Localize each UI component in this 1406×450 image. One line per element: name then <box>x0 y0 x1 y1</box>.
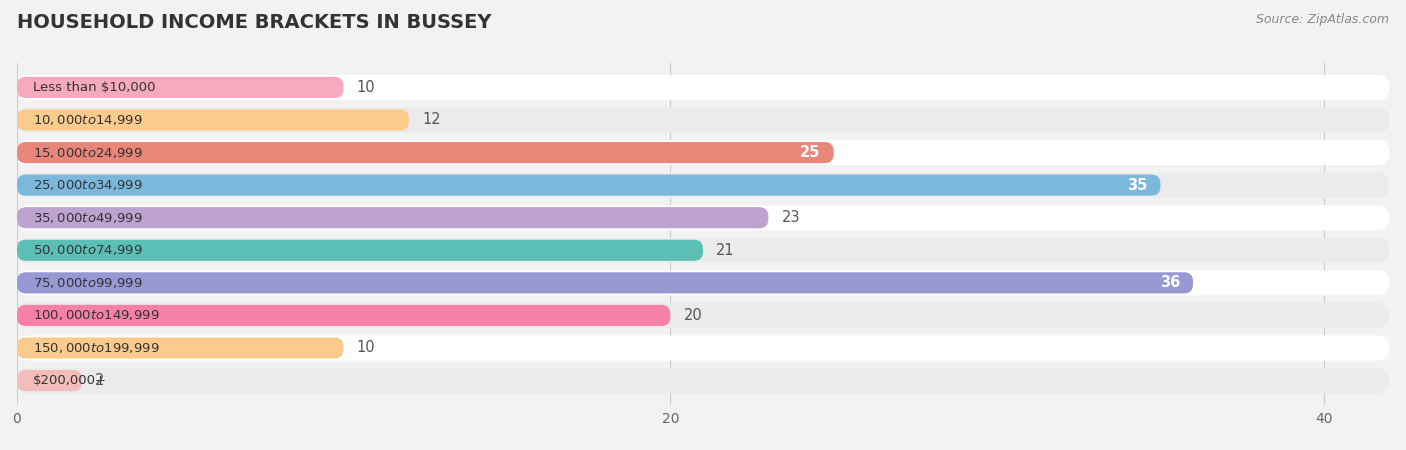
FancyBboxPatch shape <box>17 207 768 228</box>
FancyBboxPatch shape <box>17 238 1389 263</box>
FancyBboxPatch shape <box>17 173 1389 198</box>
Text: $10,000 to $14,999: $10,000 to $14,999 <box>34 113 143 127</box>
Text: $50,000 to $74,999: $50,000 to $74,999 <box>34 243 143 257</box>
FancyBboxPatch shape <box>17 240 703 261</box>
Text: $200,000+: $200,000+ <box>34 374 107 387</box>
Text: 10: 10 <box>357 80 375 95</box>
FancyBboxPatch shape <box>17 77 343 98</box>
FancyBboxPatch shape <box>17 109 409 130</box>
Text: $100,000 to $149,999: $100,000 to $149,999 <box>34 308 160 323</box>
Text: 21: 21 <box>716 243 735 258</box>
FancyBboxPatch shape <box>17 368 1389 393</box>
FancyBboxPatch shape <box>17 205 1389 230</box>
FancyBboxPatch shape <box>17 75 1389 100</box>
Text: 20: 20 <box>683 308 702 323</box>
FancyBboxPatch shape <box>17 338 343 359</box>
FancyBboxPatch shape <box>17 142 834 163</box>
FancyBboxPatch shape <box>17 335 1389 360</box>
Text: 35: 35 <box>1128 178 1147 193</box>
FancyBboxPatch shape <box>17 370 82 391</box>
FancyBboxPatch shape <box>17 270 1389 295</box>
Text: HOUSEHOLD INCOME BRACKETS IN BUSSEY: HOUSEHOLD INCOME BRACKETS IN BUSSEY <box>17 14 491 32</box>
Text: $75,000 to $99,999: $75,000 to $99,999 <box>34 276 143 290</box>
Text: 25: 25 <box>800 145 821 160</box>
Text: 12: 12 <box>422 112 440 127</box>
FancyBboxPatch shape <box>17 272 1194 293</box>
Text: 2: 2 <box>96 373 104 388</box>
FancyBboxPatch shape <box>17 108 1389 133</box>
FancyBboxPatch shape <box>17 303 1389 328</box>
Text: $150,000 to $199,999: $150,000 to $199,999 <box>34 341 160 355</box>
Text: Less than $10,000: Less than $10,000 <box>34 81 156 94</box>
FancyBboxPatch shape <box>17 305 671 326</box>
Text: $35,000 to $49,999: $35,000 to $49,999 <box>34 211 143 225</box>
Text: 23: 23 <box>782 210 800 225</box>
Text: 36: 36 <box>1160 275 1180 290</box>
Text: $15,000 to $24,999: $15,000 to $24,999 <box>34 145 143 160</box>
FancyBboxPatch shape <box>17 140 1389 165</box>
FancyBboxPatch shape <box>17 175 1160 196</box>
Text: Source: ZipAtlas.com: Source: ZipAtlas.com <box>1256 14 1389 27</box>
Text: 10: 10 <box>357 341 375 356</box>
Text: $25,000 to $34,999: $25,000 to $34,999 <box>34 178 143 192</box>
